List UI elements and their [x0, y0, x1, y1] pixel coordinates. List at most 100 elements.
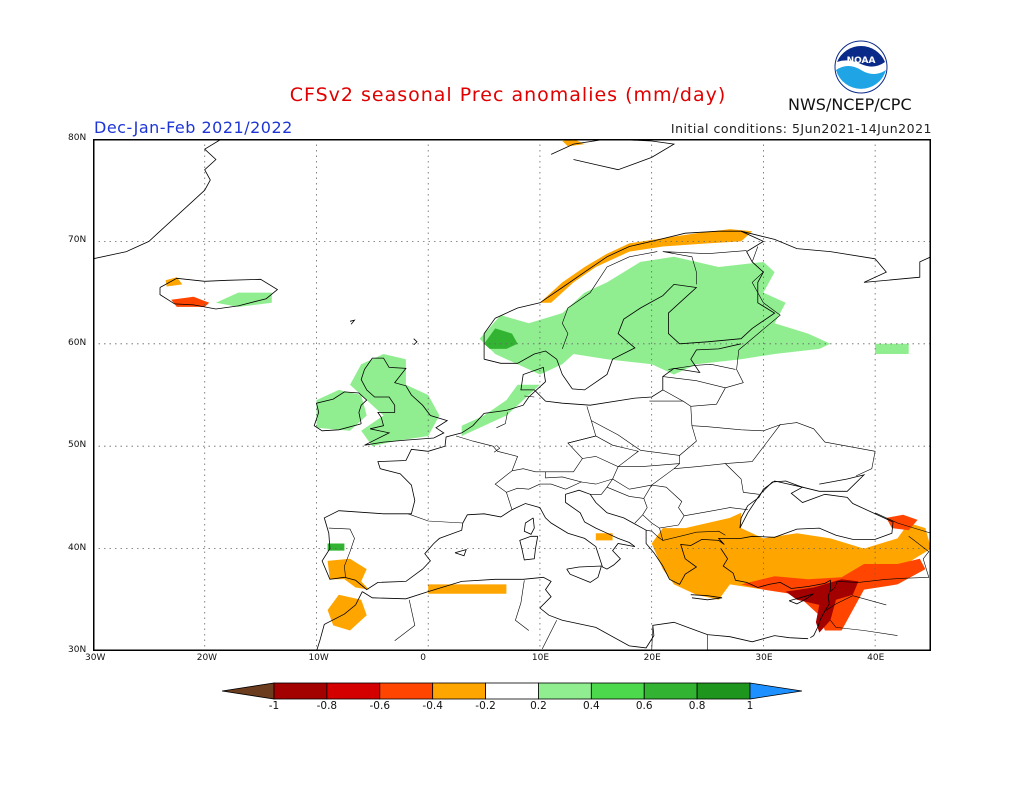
- noaa-logo: NOAA: [834, 40, 888, 94]
- country-border: [618, 455, 680, 467]
- anomaly-scandinavia-finland: [875, 343, 909, 354]
- legend-swatch: [273, 682, 328, 700]
- color-legend: [222, 682, 802, 700]
- lon-label: 40E: [867, 653, 885, 663]
- legend-swatch: [590, 682, 645, 700]
- coastline: [788, 593, 814, 605]
- country-border: [830, 536, 930, 592]
- map-border: [93, 139, 931, 651]
- anomaly-british-isles: [215, 292, 272, 307]
- lon-label: 0: [420, 653, 426, 663]
- legend-swatch: [432, 682, 486, 700]
- lat-label: 40N: [68, 542, 87, 553]
- anomaly-southern-norway: [327, 543, 345, 551]
- coastline: [519, 535, 539, 561]
- anomaly-iberia-south: [327, 594, 367, 631]
- coastline: [741, 230, 931, 283]
- lat-label: 30N: [68, 645, 87, 655]
- country-border: [496, 412, 508, 429]
- initial-conditions-label: Initial conditions: 5Jun2021-14Jun2021: [670, 121, 932, 136]
- country-border: [684, 507, 748, 517]
- country-border: [668, 363, 736, 370]
- country-border: [691, 424, 782, 464]
- country-border: [780, 422, 876, 477]
- logo-text: NOAA: [847, 56, 876, 66]
- country-border: [662, 389, 684, 402]
- country-border: [612, 463, 680, 490]
- legend-swatch-high: [749, 682, 802, 700]
- legend-label: 0.4: [582, 700, 600, 712]
- country-border: [561, 251, 658, 350]
- country-border: [567, 435, 639, 468]
- legend-label: 0.6: [635, 700, 653, 712]
- lat-label: 80N: [68, 133, 87, 143]
- country-border: [830, 620, 898, 636]
- coastline: [362, 576, 809, 649]
- coastline: [413, 338, 418, 346]
- anomaly-iberia-south: [327, 558, 369, 590]
- lon-label: 30W: [85, 653, 106, 663]
- lat-label: 50N: [68, 440, 87, 451]
- anomaly-turkey-levant: [886, 514, 918, 531]
- coastline: [321, 343, 894, 591]
- legend-label: -0.8: [316, 700, 338, 712]
- season-label: Dec-Jan-Feb 2021/2022: [94, 118, 293, 137]
- anomaly-scandinavia-finland: [479, 256, 831, 375]
- legend-label: -1: [268, 700, 280, 712]
- lat-label: 70N: [68, 235, 87, 246]
- country-border: [456, 435, 519, 510]
- country-border: [662, 530, 726, 541]
- country-border: [511, 406, 597, 473]
- coastline: [159, 277, 279, 310]
- anomaly-southern-norway: [484, 328, 518, 349]
- country-border: [738, 246, 781, 351]
- legend-label: -0.4: [422, 700, 443, 712]
- lon-label: 10E: [531, 653, 550, 663]
- coastline: [566, 565, 602, 583]
- coastline: [93, 139, 222, 260]
- coastline: [690, 594, 723, 601]
- legend-label: -0.2: [475, 700, 496, 712]
- country-border: [524, 395, 535, 398]
- coastline: [360, 357, 449, 446]
- legend-swatch: [538, 682, 592, 700]
- coastlines-borders: [93, 139, 931, 651]
- legend-label: -0.6: [369, 700, 391, 712]
- country-border: [690, 349, 744, 407]
- anomaly-norway-coast: [562, 139, 585, 147]
- country-border: [874, 512, 931, 534]
- anomaly-levant-core: [785, 579, 859, 633]
- country-border: [824, 595, 887, 612]
- country-border: [662, 250, 747, 285]
- coastline: [454, 549, 467, 557]
- country-border: [642, 484, 685, 529]
- coastline: [316, 591, 363, 651]
- country-border: [506, 471, 583, 493]
- country-border: [328, 527, 355, 578]
- country-border: [515, 580, 529, 631]
- coastline: [483, 230, 776, 391]
- legend-swatch: [485, 682, 539, 700]
- country-border: [394, 599, 416, 642]
- legend-label: 0.8: [688, 700, 706, 712]
- country-border: [606, 486, 648, 524]
- legend-swatch: [696, 682, 751, 700]
- legend-swatch: [326, 682, 381, 700]
- coastline: [313, 391, 368, 432]
- anomaly-iberia-south: [428, 584, 507, 594]
- country-border: [591, 400, 697, 456]
- legend-label: 0.2: [530, 700, 547, 712]
- country-border: [541, 620, 557, 650]
- lat-label: 60N: [68, 337, 87, 348]
- lon-label: 20E: [643, 653, 661, 663]
- country-border: [651, 625, 654, 651]
- agency-label: NWS/NCEP/CPC: [788, 95, 912, 114]
- country-border: [581, 478, 614, 495]
- coastline: [523, 517, 535, 535]
- legend-label: 1: [746, 700, 754, 712]
- legend-swatch: [643, 682, 698, 700]
- country-border: [646, 528, 664, 542]
- map-title: CFSv2 seasonal Prec anomalies (mm/day): [289, 84, 727, 106]
- country-border: [407, 513, 463, 524]
- coastline: [720, 548, 831, 639]
